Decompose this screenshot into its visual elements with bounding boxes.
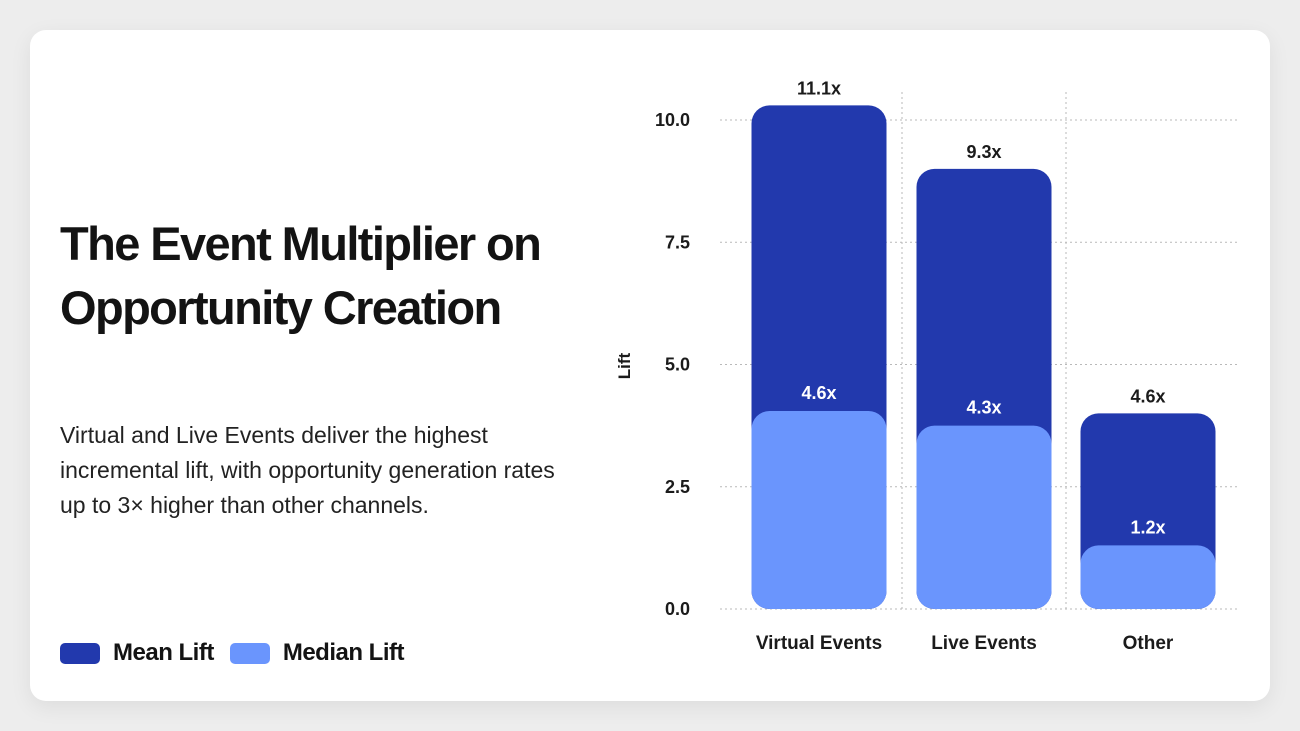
page-title: The Event Multiplier on Opportunity Crea…: [60, 217, 542, 334]
y-tick-label: 0.0: [665, 599, 690, 619]
chart-card: The Event Multiplier on Opportunity Crea…: [30, 30, 1270, 701]
legend-label-median: Median Lift: [282, 639, 405, 666]
bar-median-0: [751, 410, 887, 609]
legend-item-mean: Mean Lift: [60, 639, 214, 667]
bar-median-2: [1080, 545, 1216, 609]
data-label-median: 1.2x: [1130, 517, 1165, 537]
data-label-median: 4.3x: [966, 398, 1001, 418]
data-label-mean: 11.1x: [797, 78, 841, 98]
legend-label-mean: Mean Lift: [113, 639, 214, 666]
y-tick-label: 7.5: [665, 232, 690, 252]
data-label-mean: 4.6x: [1130, 386, 1165, 406]
legend-item-median: Median Lift: [229, 639, 405, 667]
y-tick-label: 2.5: [665, 477, 690, 497]
y-axis-label: Lift: [615, 352, 634, 379]
y-tick-label: 5.0: [665, 355, 690, 375]
y-tick-label: 10.0: [655, 110, 690, 130]
legend-swatch-mean: [60, 642, 100, 664]
x-tick-label: Other: [1123, 633, 1174, 654]
page-subtitle: Virtual and Live Events deliver the high…: [60, 422, 555, 518]
legend: Mean Lift Median Lift: [60, 639, 420, 667]
data-label-median: 4.6x: [801, 383, 836, 403]
legend-swatch-median: [229, 642, 270, 664]
data-label-mean: 9.3x: [966, 142, 1001, 162]
bar-median-1: [916, 425, 1052, 609]
x-tick-label: Virtual Events: [756, 633, 882, 654]
x-tick-label: Live Events: [931, 633, 1037, 654]
